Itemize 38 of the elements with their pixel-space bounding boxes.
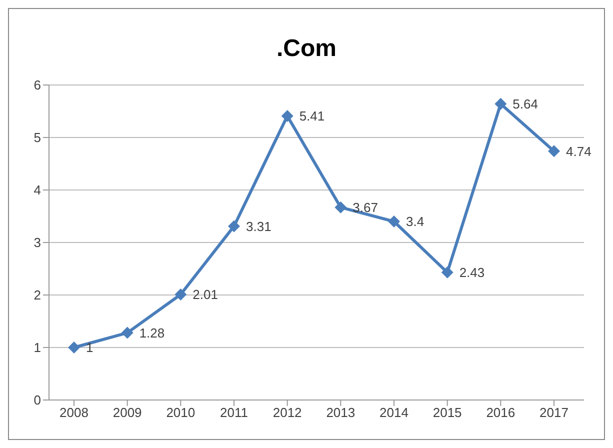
data-label: 2.01 [192, 287, 218, 302]
x-tick-label: 2011 [220, 405, 248, 420]
data-label: 5.64 [512, 96, 538, 112]
y-tick-label: 4 [34, 182, 41, 198]
point [281, 110, 294, 122]
y-tick-label: 5 [34, 130, 41, 146]
x-tick-label: 2010 [166, 405, 196, 420]
data-label: 5.41 [299, 108, 325, 124]
data-label: 4.74 [566, 144, 592, 159]
point [548, 145, 560, 158]
point [494, 98, 507, 110]
x-tick-label: 2009 [112, 405, 142, 420]
data-label: 1.28 [139, 325, 165, 340]
y-tick-label: 2 [34, 288, 41, 303]
point [334, 201, 347, 214]
chart-title: .Com [276, 35, 338, 64]
x-tick-label: 2008 [60, 405, 88, 420]
data-label: 3.67 [352, 200, 378, 215]
x-tick-label: 2016 [486, 405, 516, 420]
y-tick-label: 6 [34, 78, 41, 93]
data-label: 1 [86, 340, 94, 356]
x-tick-label: 2017 [540, 405, 568, 420]
point [228, 220, 240, 232]
point [441, 266, 454, 278]
x-tick-label: 2013 [326, 405, 356, 420]
y-tick-label: 0 [34, 392, 41, 408]
x-tick-label: 2015 [432, 405, 462, 420]
data-label: 3.31 [246, 218, 272, 234]
point [174, 288, 187, 300]
point [121, 326, 134, 339]
y-tick-label: 1 [34, 340, 41, 356]
y-tick-label: 3 [34, 235, 41, 250]
point [68, 342, 80, 354]
data-label: 3.4 [406, 214, 424, 230]
x-tick-label: 2014 [380, 405, 408, 420]
point [388, 216, 400, 228]
x-tick-label: 2012 [272, 405, 302, 420]
data-label: 2.43 [459, 265, 485, 280]
